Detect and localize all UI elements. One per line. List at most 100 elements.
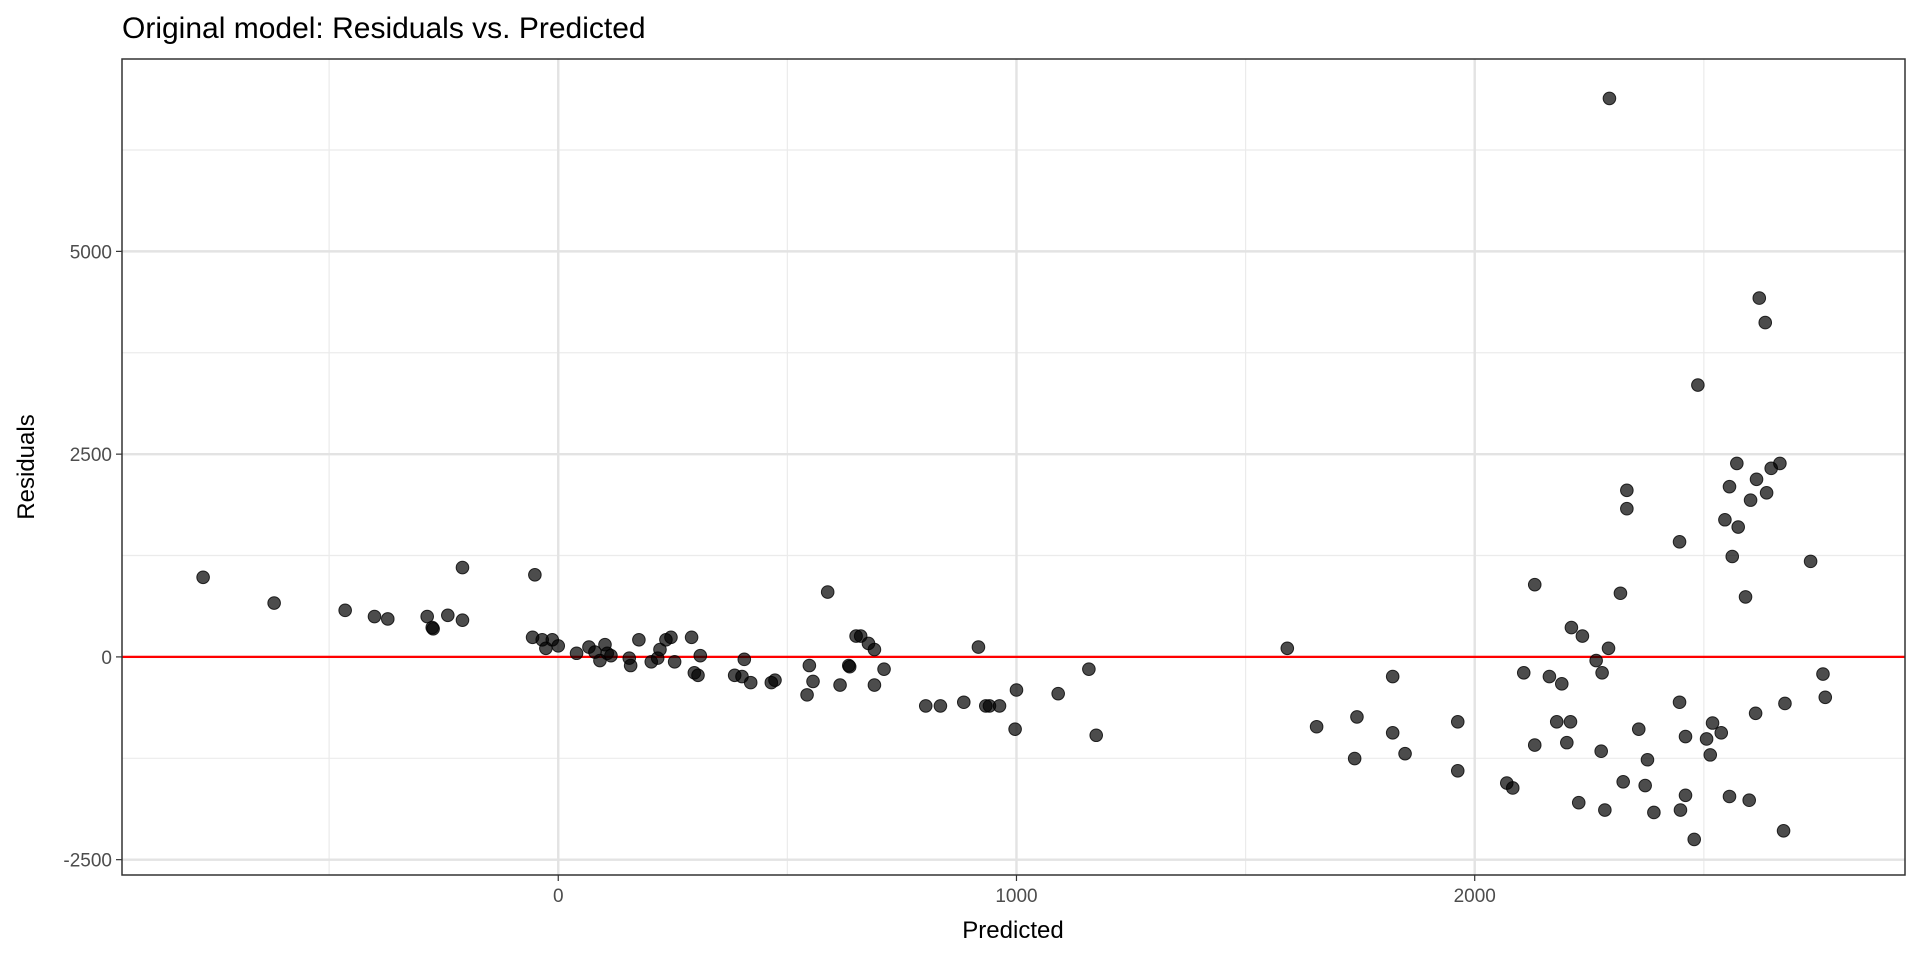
data-point [1714,726,1729,740]
data-point [1778,696,1792,711]
data-point [684,630,699,645]
y-tick-label: 5000 [70,242,112,263]
data-point [877,662,891,676]
data-point [1705,716,1720,730]
data-point [1748,706,1763,721]
data-point [632,632,646,647]
data-point [1527,577,1542,592]
data-point [992,699,1007,713]
data-point [1589,653,1603,668]
data-point [1752,291,1767,305]
data-point [1549,714,1564,729]
data-point [867,642,882,657]
data-point [1542,669,1557,684]
data-point [551,639,566,653]
data-point [441,608,455,623]
data-point [367,609,382,624]
data-point [455,613,470,627]
data-point [820,585,835,599]
data-point [1554,677,1569,691]
data-point [455,560,470,575]
data-point [956,695,971,710]
data-point [196,570,210,585]
data-point [1450,763,1465,778]
x-axis-ticks: 0 1000 2000 [553,875,1496,907]
data-point [1089,728,1104,743]
data-point [1773,456,1787,471]
data-point [420,609,434,624]
data-point [1575,629,1590,643]
data-point [267,596,281,610]
plot-panel-border [121,58,1906,876]
data-point [1758,315,1773,330]
data-point [1631,722,1646,736]
data-point [338,603,352,618]
data-point [833,678,847,692]
data-point [1759,486,1774,500]
data-point [1672,695,1687,710]
data-point [653,642,667,657]
data-point [1594,744,1608,759]
data-point [1613,586,1628,601]
data-point [1722,789,1737,804]
data-point [1051,686,1065,701]
data-point [1601,641,1616,656]
data-point [1738,590,1753,604]
data-point [1082,662,1096,676]
data-point [971,640,986,654]
data-point [1718,512,1732,527]
y-axis-ticks: -2500 0 2500 5000 [63,242,122,872]
y-axis-label: Residuals [13,414,40,519]
chart-title: Original model: Residuals vs. Predicted [122,12,646,45]
data-point [1816,667,1830,681]
data-point [1280,641,1295,656]
data-point [1673,803,1688,817]
x-tick-label: 0 [553,886,564,907]
x-axis-label: Predicted [962,917,1063,944]
data-point [737,652,752,667]
data-point [1749,472,1764,487]
data-point [1803,554,1818,569]
data-point [1678,788,1693,803]
data-point [528,568,542,582]
data-point [604,648,618,663]
data-point [806,674,820,689]
data-point [1598,803,1612,817]
data-point [867,678,882,692]
data-point [1672,535,1687,549]
data-point [933,699,948,713]
data-point [842,659,857,674]
data-point [1638,778,1652,793]
data-point [1703,748,1718,762]
data-point [1008,722,1022,736]
data-point [426,621,440,636]
data-point [1620,501,1634,516]
data-point [743,675,758,690]
data-point [1347,751,1362,766]
x-tick-label: 2000 [1454,886,1496,907]
data-point [1560,735,1574,750]
data-point [1699,732,1714,746]
data-point [1691,378,1705,392]
data-point [623,658,638,673]
data-point [1450,714,1465,729]
data-point [1647,805,1661,820]
points [196,91,1833,847]
data-point [1620,483,1634,498]
data-point [1527,738,1542,752]
y-tick-label: -2500 [63,851,112,872]
data-point [1595,666,1609,680]
data-point [569,646,584,661]
data-point [802,658,817,673]
data-point [1742,793,1756,808]
data-point [1722,479,1737,494]
data-point [691,668,705,683]
data-point [1385,669,1400,684]
data-point [1564,620,1579,635]
data-point [664,630,678,645]
data-point [1309,719,1324,734]
data-point [1571,795,1586,810]
data-point [1730,456,1744,471]
data-point [693,648,708,663]
